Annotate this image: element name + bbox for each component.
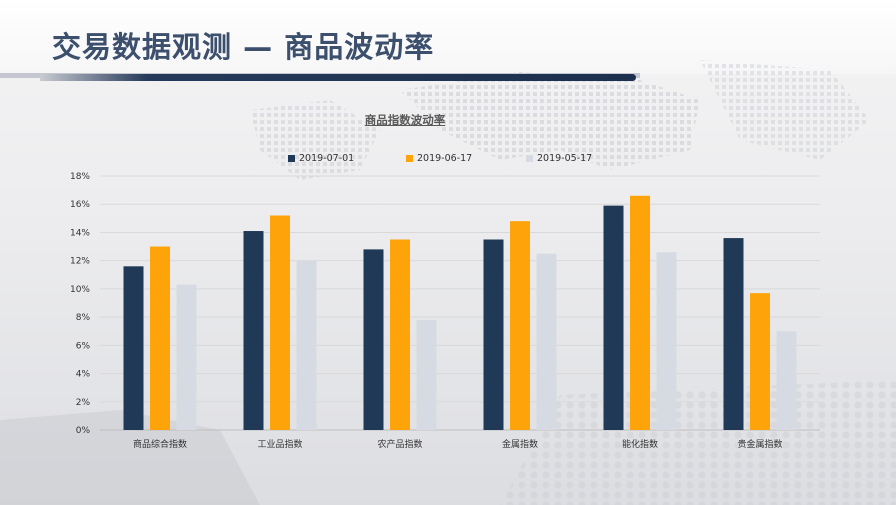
y-tick-label: 10% bbox=[70, 285, 90, 295]
bar bbox=[390, 239, 410, 430]
bar bbox=[363, 249, 384, 430]
y-tick-label: 6% bbox=[76, 341, 91, 351]
y-tick-label: 8% bbox=[76, 313, 91, 323]
legend-swatch bbox=[406, 155, 413, 162]
chart-title: 商品指数波动率 bbox=[364, 113, 446, 127]
x-tick-label: 工业品指数 bbox=[257, 438, 302, 450]
x-tick-label: 农产品指数 bbox=[377, 438, 422, 450]
header-band bbox=[0, 0, 896, 74]
legend-swatch bbox=[526, 155, 533, 162]
header-accent-bar bbox=[40, 74, 636, 81]
x-tick-label: 贵金属指数 bbox=[737, 438, 782, 450]
bar bbox=[296, 260, 317, 430]
page-title: 交易数据观测 — 商品波动率 bbox=[52, 30, 435, 64]
legend-label: 2019-05-17 bbox=[537, 153, 593, 164]
y-tick-label: 16% bbox=[70, 200, 90, 210]
y-tick-label: 2% bbox=[76, 398, 91, 408]
bar bbox=[510, 221, 530, 430]
y-tick-label: 0% bbox=[76, 426, 91, 436]
bar bbox=[723, 238, 744, 430]
bar bbox=[243, 231, 264, 430]
x-tick-label: 金属指数 bbox=[502, 438, 538, 450]
legend-swatch bbox=[288, 155, 295, 162]
bar bbox=[416, 319, 437, 430]
legend-item: 2019-06-17 bbox=[406, 153, 472, 164]
bar bbox=[123, 266, 144, 430]
legend-label: 2019-06-17 bbox=[417, 153, 473, 164]
y-tick-label: 18% bbox=[70, 172, 90, 182]
legend-item: 2019-05-17 bbox=[526, 153, 592, 164]
bar bbox=[150, 246, 170, 430]
bar bbox=[176, 284, 197, 430]
x-tick-label: 商品综合指数 bbox=[133, 438, 187, 450]
bar bbox=[750, 293, 770, 430]
y-tick-label: 4% bbox=[76, 370, 91, 380]
bar bbox=[603, 205, 624, 430]
bar bbox=[630, 195, 650, 430]
bar bbox=[270, 215, 290, 430]
legend-item: 2019-07-01 bbox=[288, 153, 354, 164]
y-tick-label: 12% bbox=[70, 257, 90, 267]
bar bbox=[536, 253, 557, 430]
y-tick-label: 14% bbox=[70, 228, 90, 238]
legend-label: 2019-07-01 bbox=[299, 153, 355, 164]
bar bbox=[656, 252, 677, 430]
x-tick-label: 能化指数 bbox=[622, 438, 658, 450]
bar bbox=[776, 331, 797, 430]
bar bbox=[483, 239, 504, 430]
